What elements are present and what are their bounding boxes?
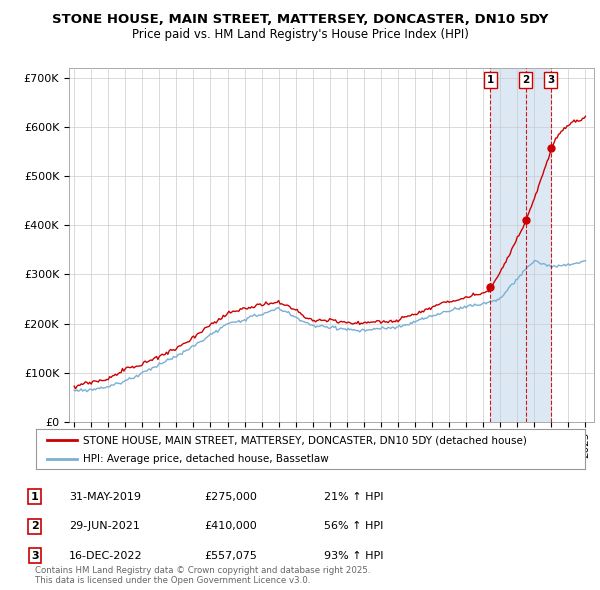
Text: 21% ↑ HPI: 21% ↑ HPI [324, 492, 383, 502]
Text: Contains HM Land Registry data © Crown copyright and database right 2025.
This d: Contains HM Land Registry data © Crown c… [35, 566, 370, 585]
Text: 2: 2 [31, 522, 38, 531]
Text: Price paid vs. HM Land Registry's House Price Index (HPI): Price paid vs. HM Land Registry's House … [131, 28, 469, 41]
Text: £557,075: £557,075 [204, 551, 257, 560]
Text: 29-JUN-2021: 29-JUN-2021 [69, 522, 140, 531]
Text: 3: 3 [547, 75, 554, 85]
Text: 2: 2 [522, 75, 529, 85]
Text: 3: 3 [31, 551, 38, 560]
Text: 31-MAY-2019: 31-MAY-2019 [69, 492, 141, 502]
Text: 16-DEC-2022: 16-DEC-2022 [69, 551, 143, 560]
Text: STONE HOUSE, MAIN STREET, MATTERSEY, DONCASTER, DN10 5DY: STONE HOUSE, MAIN STREET, MATTERSEY, DON… [52, 13, 548, 26]
Text: 1: 1 [31, 492, 38, 502]
Bar [490, 68, 551, 422]
Text: £410,000: £410,000 [204, 522, 257, 531]
Text: HPI: Average price, detached house, Bassetlaw: HPI: Average price, detached house, Bass… [83, 454, 328, 464]
Text: STONE HOUSE, MAIN STREET, MATTERSEY, DONCASTER, DN10 5DY (detached house): STONE HOUSE, MAIN STREET, MATTERSEY, DON… [83, 435, 527, 445]
Text: 1: 1 [487, 75, 494, 85]
Text: £275,000: £275,000 [204, 492, 257, 502]
Text: 56% ↑ HPI: 56% ↑ HPI [324, 522, 383, 531]
Text: 93% ↑ HPI: 93% ↑ HPI [324, 551, 383, 560]
